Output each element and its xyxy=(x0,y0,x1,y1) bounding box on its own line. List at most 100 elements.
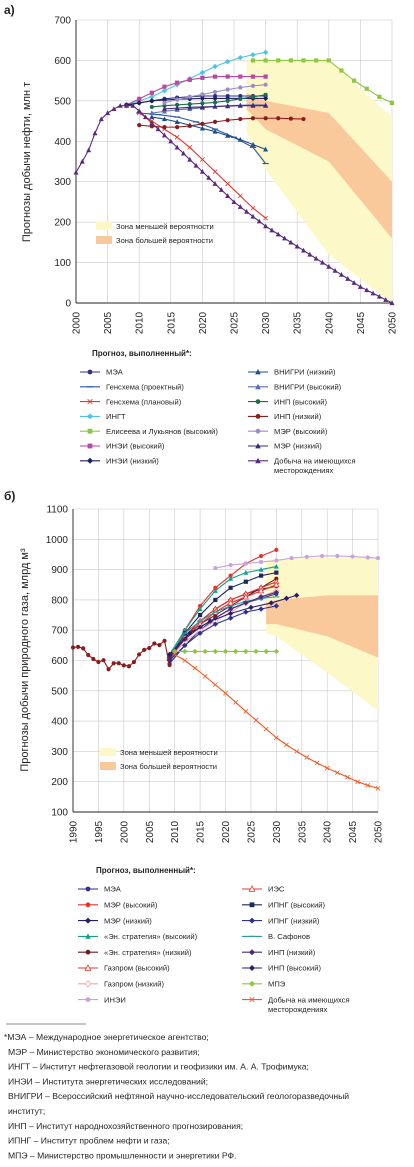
legend-item: ИПНГ (низкий) xyxy=(242,916,320,925)
legend-marker xyxy=(87,398,93,405)
legend-label: ИПНГ (низкий) xyxy=(268,916,320,925)
data-point xyxy=(263,215,268,221)
legend-item: ИНЭИ (низкий) xyxy=(80,457,159,466)
legend-label: ИНП (высокий) xyxy=(268,964,321,973)
data-point xyxy=(212,100,218,105)
legend-label: ИЭС xyxy=(268,885,285,894)
data-point xyxy=(174,105,180,111)
data-point xyxy=(130,103,136,108)
data-point xyxy=(258,553,264,559)
data-point xyxy=(149,120,155,126)
data-point xyxy=(225,103,231,109)
data-point xyxy=(263,726,269,732)
x-tick-label: 2010 xyxy=(170,820,181,843)
y-tick-label: 200 xyxy=(51,777,68,788)
data-point xyxy=(149,94,155,100)
legend-marker xyxy=(249,917,255,924)
data-point xyxy=(212,95,218,102)
data-point xyxy=(263,146,269,152)
data-point xyxy=(227,615,234,621)
data-point xyxy=(263,82,268,87)
probability-band-2 xyxy=(246,92,392,239)
band-legend-swatch xyxy=(100,748,116,756)
legend-label: ВНИГРИ (низкий) xyxy=(274,368,336,377)
legend-label: Генсхема (проектный) xyxy=(106,383,184,392)
series-group xyxy=(70,547,381,791)
series-инп-низкий xyxy=(137,116,306,130)
data-point xyxy=(256,218,262,224)
data-point xyxy=(200,101,205,106)
data-point xyxy=(199,69,206,76)
data-point xyxy=(175,125,180,130)
legend-item: МЭР (высокий) xyxy=(78,901,158,910)
data-point xyxy=(238,85,243,90)
data-point xyxy=(101,658,106,663)
legend-item: В. Сафонов xyxy=(242,932,310,941)
legend-item: МЭР (высокий) xyxy=(248,427,328,436)
footnote-line: МЭР – Министерство экономического развит… xyxy=(8,1047,200,1057)
data-point xyxy=(225,74,230,79)
data-point xyxy=(263,223,269,229)
legend-marker xyxy=(255,428,261,434)
data-point xyxy=(162,100,167,105)
data-point xyxy=(149,110,155,116)
legend-item: МЭР (низкий) xyxy=(248,442,322,451)
footnote-line: ИНЭИ – Института энергетических исследов… xyxy=(8,1076,208,1086)
band-legend-label: Зона меньшей вероятности xyxy=(120,748,218,757)
data-point xyxy=(319,553,325,559)
data-point xyxy=(212,648,219,655)
data-point xyxy=(207,618,213,624)
data-point xyxy=(73,169,79,175)
data-point xyxy=(262,49,269,56)
legend-item: Генсхема (проектный) xyxy=(80,383,184,392)
data-point xyxy=(155,126,161,132)
data-point xyxy=(258,566,264,572)
data-point xyxy=(377,94,382,99)
footnote-line: ИНГТ – Институт нефтегазовой геологии и … xyxy=(8,1062,309,1072)
data-point xyxy=(136,100,142,106)
data-point xyxy=(282,235,288,241)
legend-item: МЭА xyxy=(78,885,122,894)
series-line xyxy=(126,76,266,106)
data-point xyxy=(161,88,168,94)
data-point xyxy=(243,709,249,714)
data-point xyxy=(243,579,248,584)
series-line xyxy=(139,117,304,128)
series-мпэ xyxy=(171,648,280,655)
data-point xyxy=(222,648,229,655)
x-tick-label: 2025 xyxy=(246,820,257,843)
data-point xyxy=(376,293,382,299)
legend-label: ИНП (высокий) xyxy=(274,397,327,406)
legend-marker xyxy=(255,443,261,449)
legend-marker xyxy=(85,933,91,939)
data-point xyxy=(237,136,243,142)
data-point xyxy=(187,94,192,99)
data-point xyxy=(238,96,243,101)
legend-label: МЭР (низкий) xyxy=(104,916,152,925)
data-point xyxy=(149,124,154,129)
legend-label: МЭР (низкий) xyxy=(274,442,322,451)
legend-marker xyxy=(255,383,261,390)
data-point xyxy=(228,585,233,590)
data-point xyxy=(370,290,376,296)
data-point xyxy=(250,94,256,99)
data-point xyxy=(250,83,256,88)
x-tick-label: 2030 xyxy=(261,311,272,334)
chart-panel-1: а) Зона меньшей вероятности Зона большей в… xyxy=(4,3,399,475)
data-point xyxy=(174,134,180,140)
data-point xyxy=(149,98,155,104)
x-tick-label: 1995 xyxy=(94,820,105,843)
data-point xyxy=(301,116,306,122)
legend-label: ИНЭИ (низкий) xyxy=(106,457,159,466)
data-point xyxy=(365,782,371,788)
data-point xyxy=(258,559,264,565)
x-tick-label: 1990 xyxy=(69,820,80,843)
footnote-line: ИПНГ – Институт проблем нефти и газа; xyxy=(8,1136,170,1146)
data-point xyxy=(161,108,167,114)
data-point xyxy=(174,119,180,124)
data-point xyxy=(180,150,186,156)
data-point xyxy=(263,648,269,655)
data-point xyxy=(263,58,268,63)
